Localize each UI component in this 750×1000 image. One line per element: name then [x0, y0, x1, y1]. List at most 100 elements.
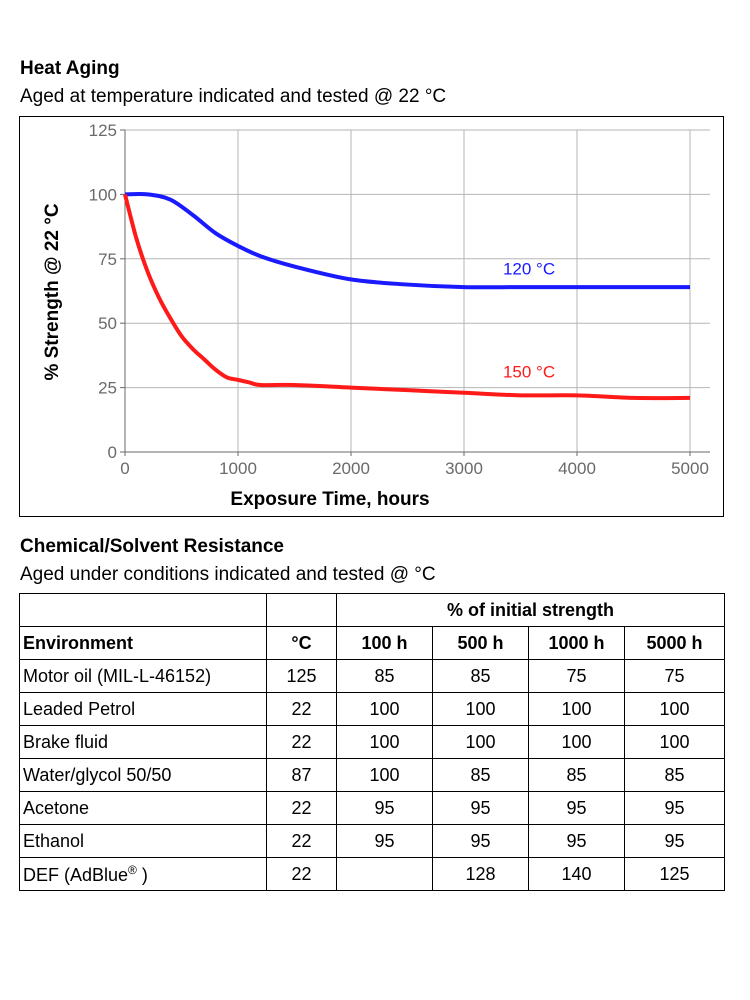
table-row: Ethanol 22 95 95 95 95 — [19, 824, 726, 858]
value-cell: 100 — [336, 758, 433, 792]
cell-value: 85 — [470, 665, 491, 686]
cell-value: 95 — [374, 830, 395, 851]
value-cell: 95 — [528, 824, 625, 858]
cell-value: 100 — [659, 698, 690, 719]
environment-name: Water/glycol 50/50 — [23, 764, 172, 785]
value-cell: 95 — [336, 791, 433, 825]
environment-cell: Acetone — [19, 791, 267, 825]
cell-value: 100 — [369, 698, 400, 719]
y-tick-label: 125 — [89, 121, 117, 140]
table-blank-cell — [19, 593, 267, 627]
value-cell: 125 — [623, 857, 726, 891]
column-header-temperature: °C — [266, 626, 337, 660]
value-cell: 85 — [336, 659, 433, 693]
cell-value: 22 — [291, 698, 312, 719]
environment-name: Ethanol — [23, 830, 85, 851]
table-row: Brake fluid 22 100 100 100 100 — [19, 725, 726, 759]
environment-name: DEF (AdBlue — [23, 864, 129, 885]
cell-value: 85 — [664, 764, 685, 785]
cell-value: 125 — [659, 863, 690, 884]
heat-aging-title: Heat Aging — [20, 58, 120, 79]
value-cell: 100 — [528, 725, 625, 759]
table-row: Leaded Petrol 22 100 100 100 100 — [19, 692, 726, 726]
cell-value: 85 — [374, 665, 395, 686]
value-cell: 95 — [336, 824, 433, 858]
value-cell: 85 — [623, 758, 726, 792]
y-tick-label: 100 — [89, 185, 117, 204]
cell-value: 95 — [470, 797, 491, 818]
table-row: DEF (AdBlue® ) 22 128 140 125 — [19, 857, 726, 891]
cell-value: 95 — [566, 797, 587, 818]
x-tick-label: 5000 — [671, 459, 709, 478]
series-labels: 120 °C 150 °C — [503, 259, 555, 381]
cell-value: 100 — [561, 698, 592, 719]
cell-value: 100 — [369, 731, 400, 752]
registered-mark: ® — [128, 862, 137, 877]
value-cell: 100 — [432, 692, 529, 726]
y-axis-title: % Strength @ 22 °C — [42, 203, 63, 380]
table-row: Acetone 22 95 95 95 95 — [19, 791, 726, 825]
table-blank-cell — [266, 593, 337, 627]
cell-value: 95 — [566, 830, 587, 851]
y-tick-label: 0 — [108, 443, 117, 462]
column-header-1000h: 1000 h — [528, 626, 625, 660]
y-tick-label: 75 — [98, 250, 117, 269]
value-cell: 85 — [432, 758, 529, 792]
cell-value: 100 — [561, 731, 592, 752]
environment-cell: Brake fluid — [19, 725, 267, 759]
heat-aging-subtitle: Aged at temperature indicated and tested… — [20, 86, 447, 107]
value-cell: 22 — [266, 791, 337, 825]
x-tick-label: 1000 — [219, 459, 257, 478]
x-tick-label: 0 — [120, 459, 129, 478]
table-row: Water/glycol 50/50 87 100 85 85 85 — [19, 758, 726, 792]
value-cell: 100 — [336, 725, 433, 759]
environment-cell: DEF (AdBlue® ) — [19, 857, 267, 891]
value-cell: 87 — [266, 758, 337, 792]
value-cell: 22 — [266, 824, 337, 858]
value-cell: 100 — [336, 692, 433, 726]
cell-value: 22 — [291, 830, 312, 851]
grid-lines — [125, 129, 710, 452]
value-cell: 22 — [266, 857, 337, 891]
environment-name: Motor oil (MIL-L-46152) — [23, 665, 212, 686]
cell-value: 75 — [566, 665, 587, 686]
environment-name: Acetone — [23, 797, 90, 818]
cell-value: 140 — [561, 863, 592, 884]
table-header-row: Environment °C 100 h 500 h 1000 h 5000 h — [19, 626, 726, 660]
cell-value: 22 — [291, 731, 312, 752]
value-cell: 22 — [266, 725, 337, 759]
series-label-1: 150 °C — [503, 362, 555, 381]
cell-value: 100 — [369, 764, 400, 785]
value-cell — [336, 857, 433, 891]
value-cell: 95 — [432, 824, 529, 858]
environment-cell: Water/glycol 50/50 — [19, 758, 267, 792]
value-cell: 95 — [623, 791, 726, 825]
value-cell: 100 — [623, 725, 726, 759]
column-header-100h: 100 h — [336, 626, 433, 660]
cell-value: 100 — [465, 698, 496, 719]
cell-value: 22 — [291, 863, 312, 884]
chemical-subtitle: Aged under conditions indicated and test… — [20, 564, 436, 585]
value-cell: 128 — [432, 857, 529, 891]
x-axis-title: Exposure Time, hours — [230, 489, 429, 510]
value-cell: 75 — [528, 659, 625, 693]
value-cell: 22 — [266, 692, 337, 726]
tick-labels: 0 25 50 75 100 125 0 1000 2000 3000 4000 5000 — [89, 121, 709, 478]
cell-value: 95 — [664, 830, 685, 851]
table-row: Motor oil (MIL-L-46152) 125 85 85 75 75 — [19, 659, 726, 693]
value-cell: 100 — [528, 692, 625, 726]
cell-value: 75 — [664, 665, 685, 686]
cell-value: 125 — [286, 665, 317, 686]
series-line-1 — [123, 193, 691, 401]
column-header-5000h: 5000 h — [623, 626, 726, 660]
value-cell: 95 — [528, 791, 625, 825]
x-tick-label: 4000 — [558, 459, 596, 478]
series-lines — [123, 192, 691, 401]
table-group-header-row: % of initial strength — [19, 593, 726, 627]
heat-aging-chart-svg: 0 25 50 75 100 125 0 1000 2000 3000 4000 5000 120 °… — [42, 121, 710, 510]
environment-cell: Motor oil (MIL-L-46152) — [19, 659, 267, 693]
value-cell: 125 — [266, 659, 337, 693]
value-cell: 100 — [432, 725, 529, 759]
series-label-0: 120 °C — [503, 259, 555, 278]
heat-aging-chart: 0 25 50 75 100 125 0 1000 2000 3000 4000 5000 120 °… — [19, 116, 724, 517]
